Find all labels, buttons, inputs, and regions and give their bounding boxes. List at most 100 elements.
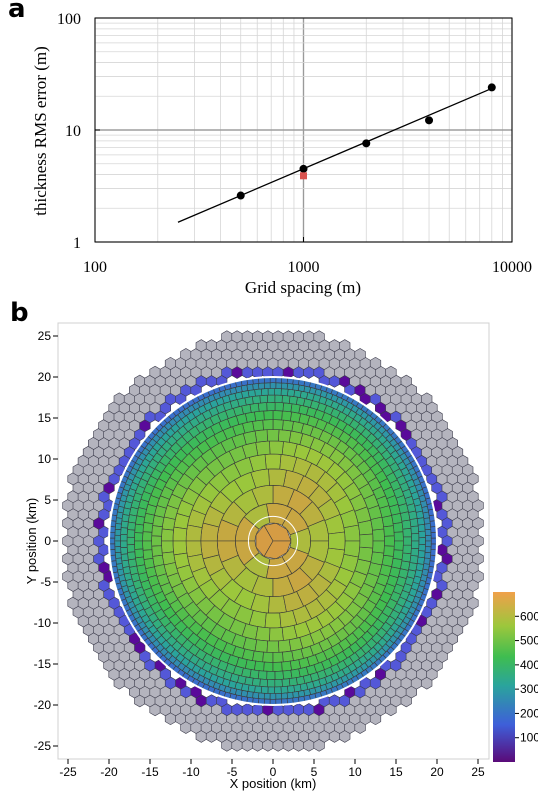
mesh-cell	[282, 330, 295, 344]
mesh-cell	[274, 394, 283, 404]
x-tick-label: 100	[83, 259, 107, 276]
mesh-cell	[185, 524, 203, 542]
colorbar-tick-label: 100	[520, 731, 538, 745]
x-tick-label: -5	[227, 765, 238, 779]
x-tick-label: 15	[389, 765, 403, 779]
mesh-cell	[120, 520, 129, 529]
mesh-cell	[263, 382, 271, 390]
mesh-cell	[274, 678, 283, 688]
mesh-cell	[263, 410, 274, 421]
mesh-cell	[251, 677, 261, 687]
inner-circle	[247, 515, 299, 567]
x-tick-label: 25	[471, 765, 485, 779]
mesh-cell	[281, 692, 288, 700]
mesh-cell	[161, 516, 176, 531]
mesh-cell	[267, 686, 276, 694]
mesh-cell	[259, 394, 268, 404]
y-tick-label: 25	[38, 329, 52, 343]
chart-b-xlabel: X position (km)	[230, 776, 317, 791]
mesh-cell	[134, 548, 144, 559]
ice-margin-circle	[108, 376, 438, 706]
mesh-cell	[254, 660, 265, 672]
data-point	[299, 164, 308, 173]
mesh-cell	[151, 535, 162, 547]
mesh-cell	[278, 429, 292, 443]
mesh-cell	[282, 402, 293, 413]
y-tick-label: 100	[57, 11, 81, 28]
data-point-alt	[300, 172, 307, 180]
mesh-cell	[327, 531, 346, 551]
mesh-cell	[266, 640, 280, 653]
mesh-cell	[114, 523, 122, 531]
mesh-cell	[255, 524, 274, 558]
mesh-cell	[418, 530, 426, 539]
mesh-cell	[274, 670, 284, 680]
mesh-cell	[303, 703, 315, 717]
mesh-cell	[411, 540, 420, 549]
fit-line	[177, 87, 493, 223]
mesh-cell	[416, 556, 425, 565]
mesh-cell	[252, 691, 260, 699]
y-tick-label: -5	[40, 575, 51, 589]
y-tick-label: 10	[38, 452, 52, 466]
mesh-cell	[392, 549, 404, 560]
mesh-cell	[275, 382, 283, 390]
chart-b-ticks: -25 -20 -15 -10 -5 0 5 10 15 20 25 25 20 15 10 5 0 -5 -10 -…	[34, 329, 485, 779]
mesh-cell	[281, 394, 291, 404]
mesh-cell	[418, 537, 426, 545]
mesh-cell	[280, 388, 289, 397]
mesh-cell	[274, 402, 284, 412]
mesh-cell	[392, 522, 404, 533]
mesh-cell	[205, 694, 218, 708]
mesh-cell	[421, 392, 433, 406]
mesh-cell	[152, 515, 165, 528]
mesh-cell	[402, 536, 412, 546]
x-tick-label: -10	[182, 765, 200, 779]
mesh-cell	[263, 692, 271, 700]
mesh-cell	[121, 513, 130, 523]
mesh-cell	[281, 660, 292, 672]
mesh-cell	[142, 522, 154, 533]
mesh-cell	[264, 612, 282, 629]
y-tick-label: -20	[34, 698, 52, 712]
mesh-cell	[260, 686, 269, 694]
mesh-cell	[292, 703, 305, 717]
mesh-cell	[257, 402, 268, 412]
mesh-cell	[418, 543, 426, 552]
y-tick-label: 20	[38, 370, 52, 384]
mesh-cell	[262, 651, 274, 663]
mesh-cell	[425, 534, 432, 542]
mesh-cell	[126, 536, 135, 546]
mesh-cell	[417, 550, 426, 559]
mesh-cell	[266, 402, 276, 412]
mesh-cell	[343, 540, 361, 558]
mesh-cell	[254, 685, 263, 694]
chart-a-ylabel: thickness RMS error (m)	[31, 46, 50, 216]
mesh-cell	[257, 670, 268, 680]
mesh-cell	[114, 551, 122, 559]
mesh-cell	[127, 514, 138, 524]
mesh-cell	[142, 540, 153, 551]
mesh-cell	[269, 627, 284, 642]
mesh-cell	[339, 339, 351, 353]
mesh-cell	[249, 402, 260, 413]
mesh-cell	[134, 532, 144, 542]
mesh-cell	[120, 547, 128, 555]
mesh-cell	[383, 545, 395, 557]
y-tick-label: 10	[65, 123, 81, 140]
mesh-cell	[402, 527, 412, 538]
mesh-cell	[249, 669, 260, 680]
mesh-cell	[263, 661, 274, 672]
y-tick-label: 0	[44, 534, 51, 548]
mesh-cell	[134, 523, 144, 534]
mesh-cell	[114, 540, 121, 548]
mesh-cell	[264, 453, 282, 470]
mesh-cell	[126, 529, 136, 538]
mesh-cell	[172, 526, 188, 542]
mesh-cell	[424, 551, 432, 559]
mesh-cell	[260, 388, 269, 396]
mesh-cell	[114, 546, 122, 554]
mesh-cell	[151, 525, 163, 537]
x-tick-label: -25	[59, 765, 77, 779]
